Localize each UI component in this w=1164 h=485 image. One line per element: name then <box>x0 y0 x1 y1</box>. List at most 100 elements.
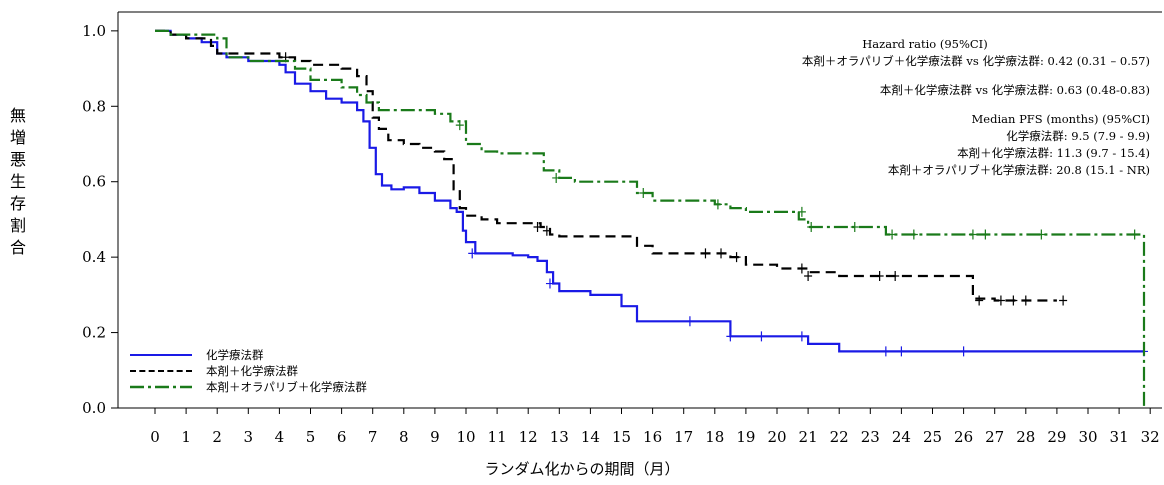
censor-mark-2 <box>639 188 648 199</box>
censor-mark-1 <box>797 263 806 274</box>
x-tick-label: 22 <box>830 428 849 446</box>
legend-entry: 本剤＋化学療法群 <box>130 363 367 379</box>
x-tick-label: 7 <box>368 428 378 446</box>
median-line-3: 本剤＋オラパリブ＋化学療法群: 20.8 (15.1 - NR) <box>887 163 1150 177</box>
x-tick-label: 31 <box>1110 428 1129 446</box>
x-tick-label: 4 <box>275 428 285 446</box>
censor-mark-0 <box>881 346 890 357</box>
censor-mark-2 <box>968 229 977 240</box>
x-tick-label: 1 <box>181 428 191 446</box>
series-line-2 <box>155 29 1146 408</box>
x-tick-label: 27 <box>985 428 1004 446</box>
x-tick-label: 0 <box>150 428 160 446</box>
censor-mark-2 <box>981 229 990 240</box>
censor-mark-2 <box>1037 229 1046 240</box>
censor-mark-2 <box>552 172 561 183</box>
hazard-line-2: 本剤＋化学療法群 vs 化学療法群: 0.63 (0.48-0.83) <box>879 83 1150 97</box>
x-tick-label: 15 <box>612 428 631 446</box>
x-tick-label: 12 <box>519 428 538 446</box>
censor-mark-2 <box>807 221 816 232</box>
legend-entry: 化学療法群 <box>130 347 367 363</box>
x-tick-label: 9 <box>430 428 440 446</box>
legend-entry: 本剤＋オラパリブ＋化学療法群 <box>130 379 367 395</box>
annotation-block: Hazard ratio (95%CI) 本剤＋オラパリブ＋化学療法群 vs 化… <box>590 36 1150 179</box>
x-tick-label: 16 <box>643 428 662 446</box>
censor-mark-1 <box>533 221 542 232</box>
censor-mark-0 <box>897 346 906 357</box>
censor-mark-2 <box>888 229 897 240</box>
legend-swatch-triple-line <box>130 385 192 389</box>
hazard-title: Hazard ratio (95%CI) <box>862 37 988 51</box>
censor-mark-0 <box>545 278 554 289</box>
censor-mark-0 <box>685 316 694 327</box>
censor-mark-1 <box>975 295 984 306</box>
censor-mark-2 <box>455 120 464 131</box>
axes: 0.00.20.40.60.81.00 1 2 3 4 5 6 7 8 9 10 11 12 13 14 15… <box>82 11 1162 446</box>
censor-mark-1 <box>542 225 551 236</box>
y-axis-title-char: 存 <box>9 194 26 213</box>
x-tick-label: 21 <box>799 428 818 446</box>
hazard-line-1: 本剤＋オラパリブ＋化学療法群 vs 化学療法群: 0.42 (0.31 – 0.… <box>801 54 1150 68</box>
censor-mark-0 <box>757 331 766 342</box>
x-tick-label: 8 <box>399 428 409 446</box>
y-axis-title: 無増悪生存割合 <box>8 105 28 259</box>
censor-mark-1 <box>717 248 726 259</box>
censor-mark-2 <box>713 199 722 210</box>
y-axis-title-char: 合 <box>9 238 26 257</box>
x-tick-label: 30 <box>1078 428 1097 446</box>
y-axis-title-char: 悪 <box>9 150 26 169</box>
legend-swatch-chemo <box>130 354 192 356</box>
y-axis-title-char: 生 <box>9 172 26 191</box>
y-tick-label: 0.8 <box>82 97 106 115</box>
censor-mark-1 <box>875 271 884 281</box>
x-tick-label: 2 <box>212 428 222 446</box>
y-tick-label: 1.0 <box>82 22 106 40</box>
x-axis-title: ランダム化からの期間（月） <box>484 460 680 478</box>
x-tick-label: 5 <box>306 428 316 446</box>
censor-mark-1 <box>1009 295 1018 306</box>
median-line-1: 化学療法群: 9.5 (7.9 - 9.9) <box>1006 129 1150 143</box>
x-tick-label: 19 <box>736 428 755 446</box>
censor-mark-0 <box>468 248 477 259</box>
x-tick-label: 25 <box>923 428 942 446</box>
y-tick-label: 0.4 <box>82 248 106 266</box>
censor-mark-1 <box>804 271 813 281</box>
x-tick-label: 3 <box>244 428 254 446</box>
censor-mark-2 <box>797 206 806 217</box>
x-tick-label: 6 <box>337 428 347 446</box>
censor-mark-1 <box>996 295 1005 306</box>
x-tick-label: 23 <box>861 428 880 446</box>
censor-mark-0 <box>797 331 806 342</box>
x-tick-label: 24 <box>892 428 911 446</box>
legend-label-chemo: 化学療法群 <box>206 348 264 362</box>
censor-mark-1 <box>1021 295 1030 306</box>
legend: 化学療法群 本剤＋化学療法群 本剤＋オラパリブ＋化学療法群 <box>130 347 367 395</box>
x-tick-label: 32 <box>1141 428 1160 446</box>
x-tick-label: 10 <box>456 428 475 446</box>
x-tick-label: 20 <box>767 428 786 446</box>
y-tick-label: 0.0 <box>82 399 106 417</box>
censor-mark-1 <box>732 252 741 263</box>
y-tick-label: 0.2 <box>82 324 106 342</box>
median-line-2: 本剤＋化学療法群: 11.3 (9.7 - 15.4) <box>957 146 1150 160</box>
x-tick-label: 26 <box>954 428 973 446</box>
x-tick-label: 28 <box>1016 428 1035 446</box>
legend-label-combo: 本剤＋化学療法群 <box>206 364 298 378</box>
y-axis-title-char: 割 <box>9 216 26 235</box>
y-axis-title-char: 無 <box>9 106 26 125</box>
censor-mark-2 <box>1130 229 1139 240</box>
censor-mark-1 <box>1059 295 1068 306</box>
censor-mark-2 <box>909 229 918 240</box>
x-tick-label: 14 <box>581 428 600 446</box>
censor-mark-1 <box>891 271 900 281</box>
legend-label-triple: 本剤＋オラパリブ＋化学療法群 <box>206 380 367 394</box>
legend-swatch-combo <box>130 370 192 372</box>
censor-mark-1 <box>701 248 710 259</box>
x-tick-label: 13 <box>550 428 569 446</box>
kaplan-meier-chart: 0.00.20.40.60.81.00 1 2 3 4 5 6 7 8 9 10 11 12 13 14 15… <box>82 11 1162 446</box>
series-layer <box>155 29 1148 408</box>
censor-mark-0 <box>959 346 968 357</box>
x-tick-label: 18 <box>705 428 724 446</box>
y-axis-title-char: 増 <box>9 128 26 147</box>
x-tick-label: 17 <box>674 428 693 446</box>
